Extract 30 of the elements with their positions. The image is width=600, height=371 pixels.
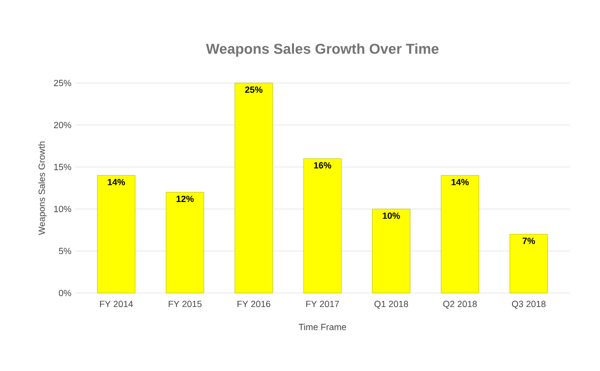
y-axis-title: Weapons Sales Growth [38,142,47,235]
x-tick-label: FY 2017 [306,300,339,308]
data-label: 12% [176,196,194,202]
data-label: 25% [245,86,262,93]
x-tick-label: Q2 2018 [443,300,477,309]
x-tick-label: FY 2016 [238,300,270,308]
bar [97,175,136,294]
x-tick-label: FY 2015 [168,300,202,308]
data-label: 14% [108,178,125,186]
y-tick-label: 10% [54,206,72,212]
bar [372,208,410,294]
data-label: 14% [452,178,469,186]
x-tick-label: Q3 2018 [512,300,546,309]
x-tick-label: Q1 2018 [374,300,408,309]
y-tick-label: 15% [54,164,72,170]
bar [440,175,480,294]
y-tick-label: 0% [58,290,72,296]
bar [166,192,204,294]
y-tick-label: 20% [54,122,72,128]
y-tick-label: 5% [58,248,72,254]
chart-title: Weapons Sales Growth Over Time [206,43,439,57]
y-tick-label: 25% [54,80,72,86]
x-axis-title: Time Frame [298,324,346,330]
data-label: 16% [314,162,332,168]
bar [234,82,273,294]
data-label: 10% [382,212,400,219]
bar [510,234,548,294]
bar [303,158,342,294]
x-tick-label: FY 2014 [100,300,133,308]
data-label: 7% [522,238,535,244]
